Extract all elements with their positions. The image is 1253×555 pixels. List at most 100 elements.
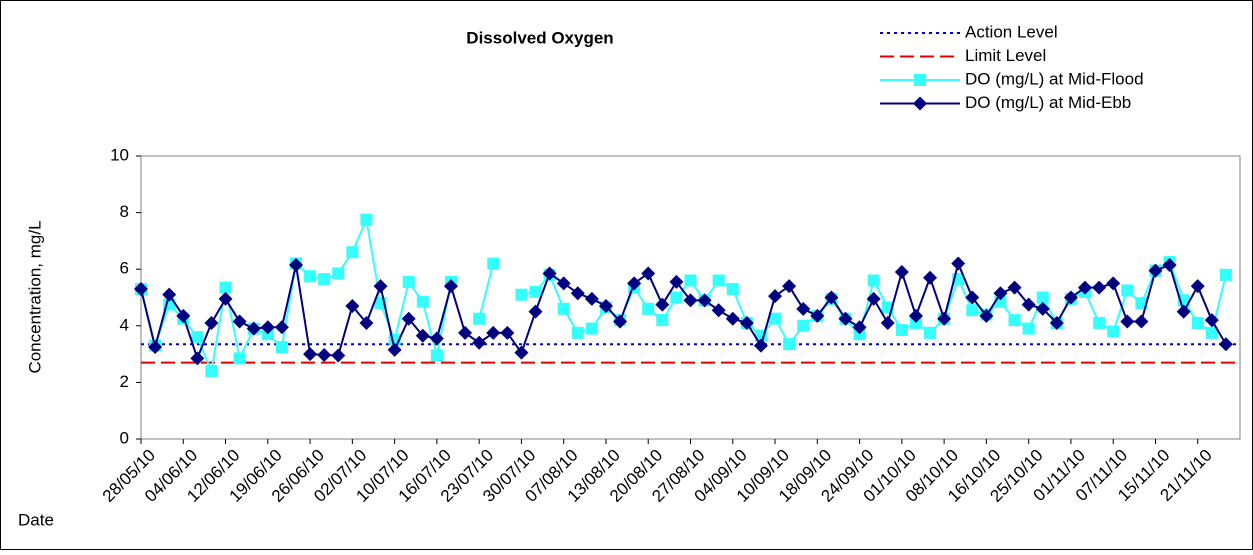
legend-label: DO (mg/L) at Mid-Ebb: [965, 93, 1131, 112]
marker: [360, 213, 373, 226]
marker: [416, 295, 429, 308]
marker: [641, 266, 656, 281]
marker: [1190, 279, 1205, 294]
marker: [914, 74, 926, 86]
marker: [218, 291, 233, 306]
marker: [1218, 337, 1233, 352]
marker: [430, 349, 443, 362]
marker: [1204, 313, 1219, 328]
y-tick-label: 2: [120, 372, 129, 391]
marker: [304, 270, 317, 283]
marker: [655, 297, 670, 312]
marker: [1205, 326, 1218, 339]
y-tick-label: 10: [110, 145, 129, 164]
marker: [359, 315, 374, 330]
legend-label: Limit Level: [965, 46, 1046, 65]
marker: [514, 345, 529, 360]
marker: [1021, 297, 1036, 312]
marker: [712, 274, 725, 287]
marker: [401, 311, 416, 326]
marker: [866, 291, 881, 306]
marker: [853, 328, 866, 341]
marker: [769, 312, 782, 325]
marker: [782, 279, 797, 294]
marker: [1176, 304, 1191, 319]
marker: [1035, 301, 1050, 316]
marker: [332, 267, 345, 280]
marker: [205, 365, 218, 378]
marker: [1134, 314, 1149, 329]
legend-label: Action Level: [965, 22, 1058, 41]
marker: [317, 347, 332, 362]
marker: [642, 302, 655, 315]
marker: [585, 322, 598, 335]
series: [134, 256, 1233, 366]
marker: [613, 314, 628, 329]
marker: [584, 291, 599, 306]
marker: [656, 314, 669, 327]
marker: [303, 347, 318, 362]
marker: [458, 325, 473, 340]
marker: [346, 246, 359, 259]
marker: [1107, 325, 1120, 338]
x-axis-label: Date: [18, 510, 54, 529]
marker: [951, 256, 966, 271]
marker: [1022, 322, 1035, 335]
marker: [867, 274, 880, 287]
y-tick-label: 6: [120, 259, 129, 278]
marker: [824, 290, 839, 305]
marker: [233, 352, 246, 365]
marker: [1063, 290, 1078, 305]
marker: [711, 303, 726, 318]
marker: [318, 273, 331, 286]
marker: [598, 298, 613, 313]
marker: [895, 324, 908, 337]
marker: [487, 257, 500, 270]
marker: [797, 319, 810, 332]
marker: [515, 288, 528, 301]
marker: [345, 298, 360, 313]
marker: [838, 311, 853, 326]
marker: [1007, 280, 1022, 295]
marker: [965, 290, 980, 305]
marker: [979, 308, 994, 323]
y-axis-label: Concentration, mg/L: [25, 220, 44, 373]
marker: [486, 325, 501, 340]
marker: [176, 308, 191, 323]
marker: [768, 289, 783, 304]
marker: [331, 348, 346, 363]
y-tick-label: 4: [120, 315, 129, 334]
marker: [726, 283, 739, 296]
y-tick-label: 8: [120, 202, 129, 221]
marker: [500, 325, 515, 340]
marker: [232, 314, 247, 329]
marker: [148, 340, 163, 355]
marker: [571, 326, 584, 339]
marker: [162, 287, 177, 302]
marker: [260, 320, 275, 335]
marker: [627, 276, 642, 291]
marker: [1049, 315, 1064, 330]
marker: [1008, 314, 1021, 327]
marker: [1121, 284, 1134, 297]
marker: [204, 315, 219, 330]
marker: [556, 276, 571, 291]
chart-title: Dissolved Oxygen: [466, 28, 613, 47]
marker: [402, 275, 415, 288]
marker: [966, 304, 979, 317]
marker: [670, 291, 683, 304]
marker: [810, 308, 825, 323]
marker: [924, 326, 937, 339]
marker: [261, 328, 274, 341]
marker: [1106, 276, 1121, 291]
marker: [937, 311, 952, 326]
marker: [1148, 263, 1163, 278]
marker: [913, 96, 927, 111]
marker: [1191, 316, 1204, 329]
marker: [387, 342, 402, 357]
marker: [1135, 297, 1148, 310]
marker: [739, 315, 754, 330]
marker: [683, 293, 698, 308]
marker: [443, 279, 458, 294]
